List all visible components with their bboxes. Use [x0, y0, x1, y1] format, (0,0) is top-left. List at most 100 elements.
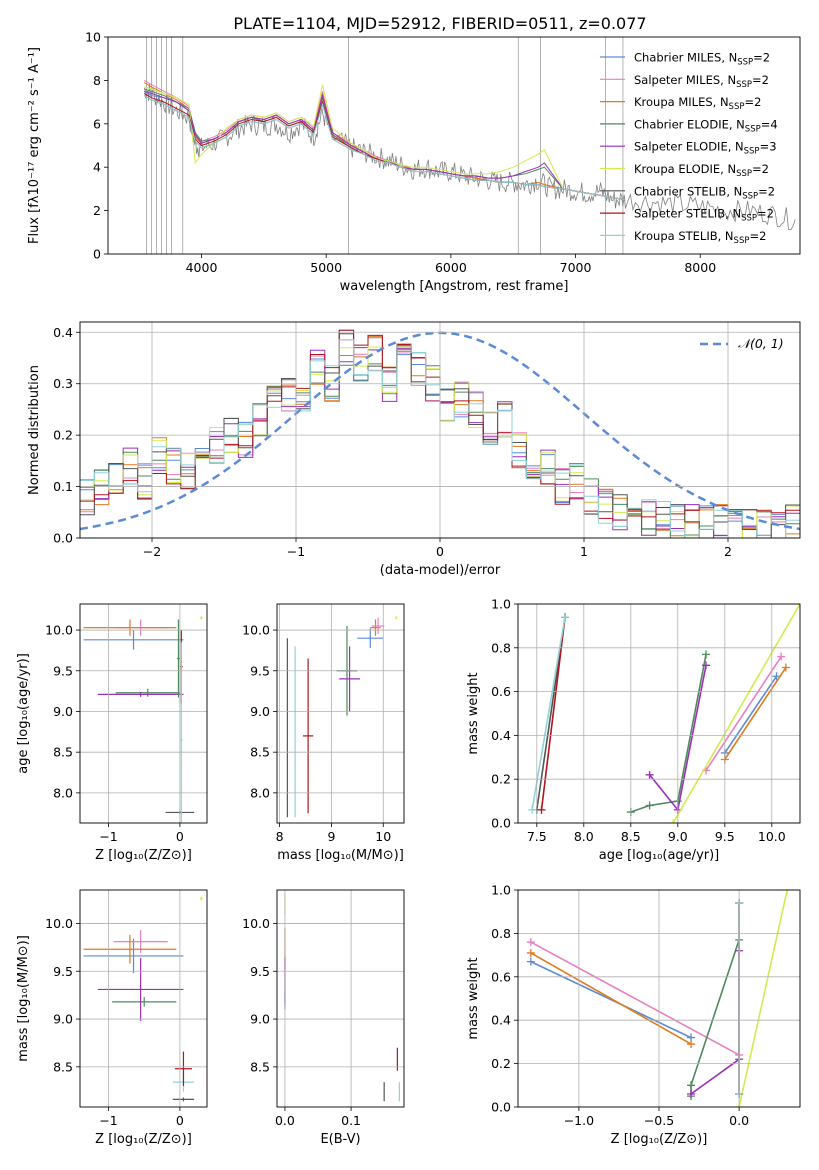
y-axis-label: mass weight: [466, 672, 481, 754]
plot-area: [83, 616, 203, 823]
weight-line: [530, 941, 740, 1056]
plot-area: [83, 896, 203, 1102]
plot-area: [528, 604, 800, 823]
y-tick-label: 10.0: [242, 623, 270, 638]
panel-weight_vs_age: 7.5 8.0 8.5 9.0 9.5 10.0 0.0 0.2 0.4 0.6 0.8 1.0 age…: [466, 597, 801, 863]
y-tick-label: 9.0: [250, 1012, 270, 1027]
legend-label-sub: SSP: [737, 58, 753, 68]
y-tick-label: 9.5: [53, 964, 73, 979]
panel-weight_vs_Z: −1.0 −0.5 0.0 0.0 0.2 0.4 0.6 0.8 1.0 Z [log₁₀(Z/…: [466, 883, 801, 1147]
y-tick-label: 0.8: [491, 640, 511, 655]
x-axis-label: mass [log₁₀(M/M⊙)]: [277, 848, 404, 863]
weight-line: [630, 654, 707, 813]
legend-label-main: Chabrier MILES, N: [634, 51, 737, 65]
x-axis-label: Z [log₁₀(Z/Z⊙)]: [611, 1132, 708, 1147]
axes-frame: [79, 603, 208, 824]
plot-area: [286, 616, 398, 818]
x-tick-label: 0: [176, 1113, 184, 1128]
figure-title: PLATE=1104, MJD=52912, FIBERID=0511, z=0…: [233, 14, 646, 33]
x-axis-label: Z [log₁₀(Z/Z⊙)]: [95, 1132, 192, 1147]
weight-marker: [526, 938, 535, 947]
legend-label-sub: SSP: [741, 214, 757, 224]
weight-line: [724, 667, 787, 760]
x-tick-label: 2: [724, 544, 732, 559]
panel-mass_vs_Z: −1 0 8.5 9.0 9.5 10.0 Z [log₁₀(Z/Z⊙)] mass [log…: [16, 889, 208, 1147]
panel-residuals: −2 −1 0 1 2 0.0 0.1 0.2 0.3 0.4 (data-model)/error…: [27, 321, 801, 578]
legend-label-suffix: =2: [752, 73, 769, 87]
model-line: [143, 95, 626, 201]
weight-marker: [526, 957, 535, 966]
x-tick-label: 10: [375, 829, 391, 844]
legend-label-suffix: =2: [749, 229, 766, 243]
weight-line: [690, 939, 740, 1097]
legend-label-sub: SSP: [729, 102, 745, 112]
y-axis-label: mass weight: [466, 957, 481, 1039]
y-tick-label: 8.5: [250, 1059, 270, 1074]
legend-label: Chabrier ELODIE, NSSP=4: [634, 117, 778, 134]
legend-label-main: Salpeter ELODIE, N: [634, 140, 744, 154]
y-axis-label: age [log₁₀(age/yr)]: [16, 653, 31, 774]
y-tick-label: 0.4: [491, 1013, 511, 1028]
weight-marker: [687, 1089, 696, 1098]
y-tick-label: 8.0: [250, 785, 270, 800]
x-axis-label: Z [log₁₀(Z/Z⊙)]: [95, 848, 192, 863]
x-tick-label: 7000: [560, 260, 592, 275]
x-tick-label: 6000: [435, 260, 467, 275]
legend-label: Salpeter ELODIE, NSSP=3: [634, 140, 777, 157]
legend-label: 𝒩(0, 1): [738, 336, 784, 351]
axes-frame: [79, 321, 801, 539]
x-tick-label: 0.0: [275, 1113, 295, 1128]
legend-label-suffix: =2: [757, 207, 774, 221]
x-tick-label: 8: [276, 829, 284, 844]
legend-label-suffix: =2: [753, 51, 770, 65]
y-tick-label: 0.4: [53, 325, 73, 340]
legend-label: Kroupa STELIB, NSSP=2: [634, 229, 766, 246]
x-tick-label: −0.5: [644, 1113, 674, 1128]
y-tick-label: 9.5: [250, 663, 270, 678]
y-tick-label: 1.0: [491, 597, 511, 612]
y-tick-label: 9.5: [53, 663, 73, 678]
legend-label: Kroupa ELODIE, NSSP=2: [634, 162, 769, 179]
y-axis-label: Normed distribution: [27, 365, 42, 495]
y-tick-label: 1.0: [491, 883, 511, 898]
y-tick-label: 0.8: [491, 926, 511, 941]
x-tick-label: −1: [99, 1113, 117, 1128]
x-tick-label: −1.0: [564, 1113, 594, 1128]
y-tick-label: 0: [93, 247, 101, 262]
legend-label-suffix: =2: [752, 162, 769, 176]
panel-age_vs_Z: −1 0 8.0 8.5 9.0 9.5 10.0 Z [log₁₀(Z/Z⊙)] age [l…: [16, 603, 208, 863]
legend-label-sub: SSP: [736, 80, 752, 90]
y-tick-label: 0.2: [53, 428, 73, 443]
x-tick-label: 0: [176, 829, 184, 844]
axes-frame: [107, 36, 801, 255]
axes-frame: [276, 889, 405, 1108]
legend-label-main: Salpeter MILES, N: [634, 73, 736, 87]
x-tick-label: 7.5: [527, 829, 547, 844]
weight-line: [540, 617, 566, 810]
legend-label-main: Kroupa MILES, N: [634, 95, 729, 109]
legend-label: Salpeter STELIB, NSSP=2: [634, 207, 774, 224]
x-axis-label: age [log₁₀(age/yr)]: [599, 848, 720, 863]
weight-line: [705, 656, 782, 771]
weight-line: [530, 952, 692, 1045]
legend-label-main: Chabrier STELIB, N: [634, 184, 742, 198]
x-tick-label: 8000: [684, 260, 716, 275]
y-tick-label: 8.5: [250, 745, 270, 760]
weight-marker: [561, 613, 569, 622]
weight-marker: [702, 650, 710, 659]
y-tick-label: 0.0: [491, 816, 511, 831]
x-tick-label: 8.0: [574, 829, 594, 844]
x-axis-label: wavelength [Angstrom, rest frame]: [340, 279, 569, 294]
y-tick-label: 8.0: [53, 785, 73, 800]
y-tick-label: 10.0: [45, 916, 73, 931]
axes-frame: [79, 889, 208, 1108]
axes-frame: [517, 889, 801, 1108]
legend-label: Chabrier STELIB, NSSP=2: [634, 184, 775, 201]
x-tick-label: 8.5: [621, 829, 641, 844]
plot-area: [143, 37, 796, 254]
data-spectrum-line: [143, 83, 796, 231]
legend-label: Chabrier MILES, NSSP=2: [634, 51, 770, 68]
y-axis-label: mass [log₁₀(M/M⊙)]: [16, 935, 31, 1062]
x-tick-label: 9.0: [668, 829, 688, 844]
